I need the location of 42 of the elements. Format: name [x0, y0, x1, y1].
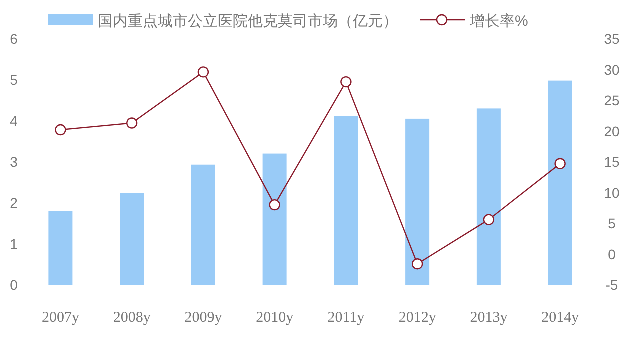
y2-tick-label: 25	[604, 92, 620, 108]
y2-tick-label: 30	[604, 62, 620, 78]
point	[55, 124, 66, 136]
y2-tick-label: 20	[604, 123, 620, 140]
x-tick-label: 2010y	[256, 310, 294, 326]
x-tick-label: 2011y	[328, 310, 366, 326]
point	[340, 76, 352, 88]
x-tick-label: 2014y	[542, 310, 580, 326]
bar	[406, 118, 430, 285]
legend-label: 国内重点城市公立医院他克莫司市场（亿元）	[98, 13, 398, 30]
bar	[476, 108, 501, 285]
y-tick-label: 6	[10, 31, 18, 47]
y2-tick-label: -5	[606, 277, 618, 293]
x-tick-label: 2013y	[470, 310, 508, 326]
y-tick-label: 3	[10, 154, 18, 170]
y2-tick-label: 10	[604, 184, 620, 201]
y2-tick-label: 5	[608, 216, 616, 232]
x-tick-label: 2007y	[42, 310, 80, 326]
y-tick-label: 2	[10, 195, 18, 211]
legend-label: 增长率%	[469, 13, 528, 30]
bar	[334, 116, 358, 285]
point	[554, 158, 566, 170]
point	[198, 66, 210, 78]
bar	[548, 80, 572, 285]
x-tick-label: 2012y	[398, 310, 437, 326]
y2-tick-label: 35	[604, 31, 620, 47]
y2-tick-label: 0	[608, 246, 616, 262]
y-tick-label: 0	[10, 277, 18, 293]
point	[412, 258, 424, 270]
bar	[262, 154, 287, 285]
point	[483, 214, 495, 226]
y-tick-label: 4	[10, 113, 18, 129]
x-tick-label: 2008y	[113, 310, 152, 326]
bar	[191, 164, 216, 285]
bar	[120, 193, 144, 285]
bar	[48, 211, 73, 285]
y2-tick-label: 15	[604, 154, 620, 170]
point	[269, 199, 280, 211]
x-tick-label: 2009y	[184, 310, 223, 326]
y-tick-label: 1	[10, 236, 18, 252]
y-tick-label: 5	[10, 72, 18, 88]
point	[126, 118, 138, 129]
